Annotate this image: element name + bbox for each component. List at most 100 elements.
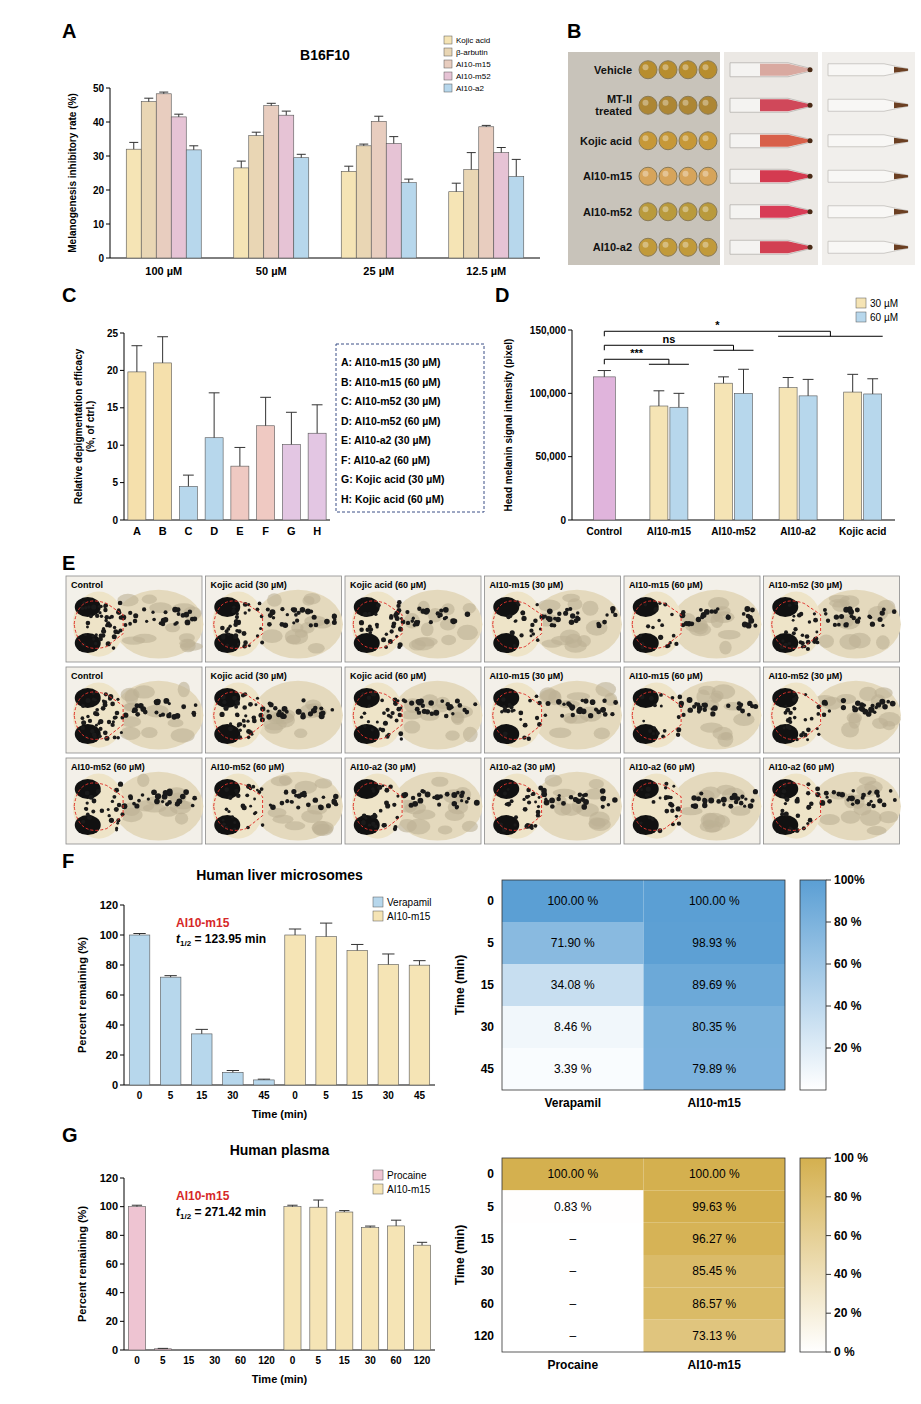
melanophore	[659, 693, 663, 697]
melanophore	[439, 609, 443, 613]
heat-cell	[502, 1158, 644, 1190]
row-label: 0	[487, 894, 494, 908]
melanophore	[750, 799, 754, 803]
melanophore	[510, 709, 514, 713]
legend-label: β-arbutin	[456, 48, 488, 57]
melanophore	[253, 812, 256, 815]
melanophore	[513, 823, 516, 826]
melanophore	[114, 788, 119, 793]
chart-title: Human liver microsomes	[196, 867, 363, 883]
fish-pattern	[168, 719, 184, 728]
melanophore	[238, 729, 241, 732]
melanophore	[653, 703, 657, 707]
heat-frame	[502, 880, 785, 1090]
well	[699, 132, 717, 150]
bar	[413, 1245, 430, 1350]
x-tick-label: 120	[258, 1355, 275, 1366]
melanophore	[799, 640, 803, 644]
fish-pattern	[562, 594, 580, 602]
melanophore	[573, 797, 578, 802]
melanophore	[256, 789, 259, 792]
melanophore	[519, 633, 523, 637]
colorbar-label: 100 %	[834, 1151, 868, 1165]
fish-pattern	[179, 639, 195, 648]
error-bar	[227, 1071, 239, 1073]
melanophore	[536, 810, 541, 815]
legend-label: 60 µM	[870, 312, 898, 323]
melanophore	[192, 713, 196, 717]
melanophore	[110, 702, 115, 707]
melanophore	[270, 609, 276, 615]
pellet	[894, 244, 908, 250]
heat-cell	[644, 1048, 786, 1090]
melanophore	[848, 608, 853, 613]
legend-swatch	[856, 298, 866, 308]
melanophore	[793, 716, 797, 720]
error-bar	[189, 146, 198, 150]
melanophore	[292, 621, 295, 624]
melanophore	[676, 806, 681, 811]
y-tick	[120, 1321, 124, 1322]
caption-bg	[68, 578, 106, 590]
melanophore	[796, 813, 800, 817]
melanophore	[361, 692, 364, 695]
melanophore	[455, 698, 460, 703]
well	[659, 132, 677, 150]
melanophore	[107, 720, 111, 724]
heat-cell	[502, 1320, 644, 1352]
bar	[341, 171, 356, 258]
melanophore	[501, 697, 505, 701]
x-tick-label: 45	[414, 1090, 426, 1101]
axis-title: Head melanin signal intensity (pixel)	[503, 339, 514, 512]
melanophore	[411, 796, 415, 800]
bar	[356, 146, 371, 258]
bar	[388, 1226, 405, 1350]
heat-cell	[502, 964, 644, 1006]
melanophore	[440, 699, 444, 703]
melanophore	[518, 711, 523, 716]
melanophore	[381, 637, 386, 642]
image-caption: Control	[71, 671, 103, 681]
melanophore	[112, 634, 117, 639]
melanophore	[668, 802, 673, 807]
melanophore	[118, 782, 123, 787]
column-label: Verapamil	[544, 1096, 601, 1110]
error-bar	[718, 377, 729, 383]
heat-cell	[644, 1287, 786, 1319]
melanophore	[116, 822, 119, 825]
melanophore	[96, 789, 101, 794]
melanophore	[280, 607, 284, 611]
melanophore	[549, 798, 555, 804]
x-tick-label: 0	[137, 1090, 143, 1101]
melanophore	[813, 618, 818, 623]
error-bar	[252, 132, 261, 135]
melanophore	[291, 607, 295, 611]
error-bar	[132, 1205, 142, 1206]
error-bar	[512, 159, 521, 176]
chart-title: Human plasma	[230, 1142, 330, 1158]
melanophore	[444, 714, 449, 719]
melanophore	[527, 800, 531, 804]
image-caption: Kojic acid (60 µM)	[350, 671, 426, 681]
colorbar	[800, 1158, 826, 1352]
melanophore	[571, 713, 575, 717]
melanophore	[389, 715, 393, 719]
fish-eye	[493, 688, 519, 708]
melanophore	[795, 798, 800, 803]
melanophore	[848, 796, 852, 800]
fish-eye	[772, 724, 798, 744]
melanophore	[164, 610, 168, 614]
melanophore	[116, 630, 120, 634]
melanophore	[110, 615, 114, 619]
fish-eye	[633, 633, 659, 653]
bar	[223, 1072, 244, 1085]
legend-label: Verapamil	[387, 897, 431, 908]
colorbar-label: 0 %	[834, 1345, 855, 1359]
melanophore	[243, 640, 248, 645]
fish-pattern	[279, 775, 291, 785]
melanophore	[101, 706, 106, 711]
melanophore	[176, 798, 182, 804]
melanophore	[793, 707, 797, 711]
melanophore	[313, 797, 318, 802]
tube-photo	[724, 52, 818, 265]
